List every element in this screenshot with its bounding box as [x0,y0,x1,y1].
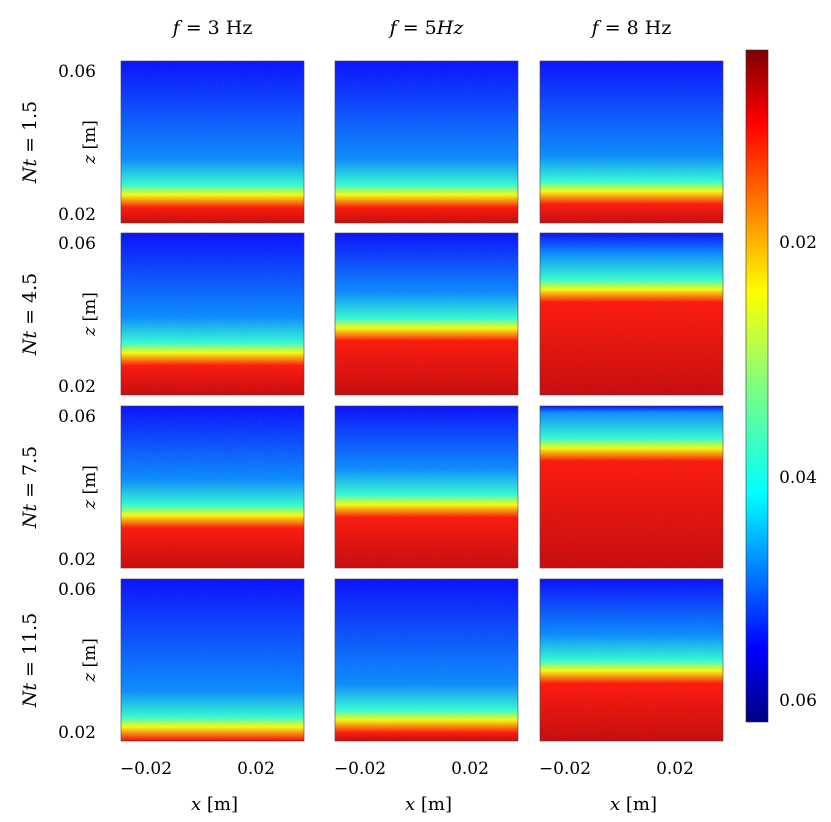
column-title: f = 3 Hz [171,17,253,39]
x-axis-label: x [m] [405,794,452,815]
x-tick-label: −0.02 [334,759,386,779]
heatmap-panel [120,578,305,742]
heatmap-grid [120,60,724,742]
heatmap-panel [120,405,305,569]
y-axis-label: z [m] [80,638,100,683]
row-title: Nt = 1.5 [19,101,41,184]
y-axis-label: z [m] [80,465,100,510]
heatmap-panel [334,232,519,396]
row-title: Nt = 7.5 [19,446,41,529]
row-title: Nt = 11.5 [19,613,41,709]
heatmap-panel [334,405,519,569]
y-axis-label: z [m] [80,292,100,337]
heatmap-panel [120,232,305,396]
heatmap-panel [539,60,724,224]
y-tick-label: 0.02 [58,723,96,743]
colorbar-tick-label: 0.02 [779,233,817,253]
colorbar-tick-label: 0.04 [779,468,817,488]
x-axis-label: x [m] [191,794,238,815]
heatmap-panel [539,232,724,396]
column-title: f = 8 Hz [590,17,672,39]
x-axis-label: x [m] [610,794,657,815]
y-axis-label: z [m] [80,120,100,165]
x-tick-label: 0.02 [656,759,694,779]
y-tick-label: 0.06 [58,407,96,427]
heatmap-panel [334,60,519,224]
heatmap-panel [539,578,724,742]
y-tick-label: 0.06 [58,62,96,82]
colorbar-tick-label: 0.06 [779,691,817,711]
column-title: f = 5Hz [388,17,465,39]
x-tick-label: −0.02 [539,759,591,779]
colorbar-gradient [745,49,769,723]
heatmap-panel [539,405,724,569]
heatmap-panel [334,578,519,742]
colorbar: 0.02 0.04 0.06 [745,49,817,723]
heatmap-panel [120,60,305,224]
axes: 0.06 0.02 z [m] 0.06 0.02 z [m] 0.06 0.02 z [m] 0… [58,62,694,815]
x-tick-label: −0.02 [120,759,172,779]
y-tick-label: 0.02 [58,550,96,570]
y-tick-label: 0.02 [58,205,96,225]
y-tick-label: 0.06 [58,580,96,600]
x-tick-label: 0.02 [451,759,489,779]
column-titles: f = 3 Hz f = 5Hz f = 8 Hz [171,17,672,39]
y-tick-label: 0.02 [58,377,96,397]
y-tick-label: 0.06 [58,234,96,254]
row-titles: Nt = 1.5 Nt = 4.5 Nt = 7.5 Nt = 11.5 [19,101,41,709]
row-title: Nt = 4.5 [19,273,41,356]
x-tick-label: 0.02 [237,759,275,779]
